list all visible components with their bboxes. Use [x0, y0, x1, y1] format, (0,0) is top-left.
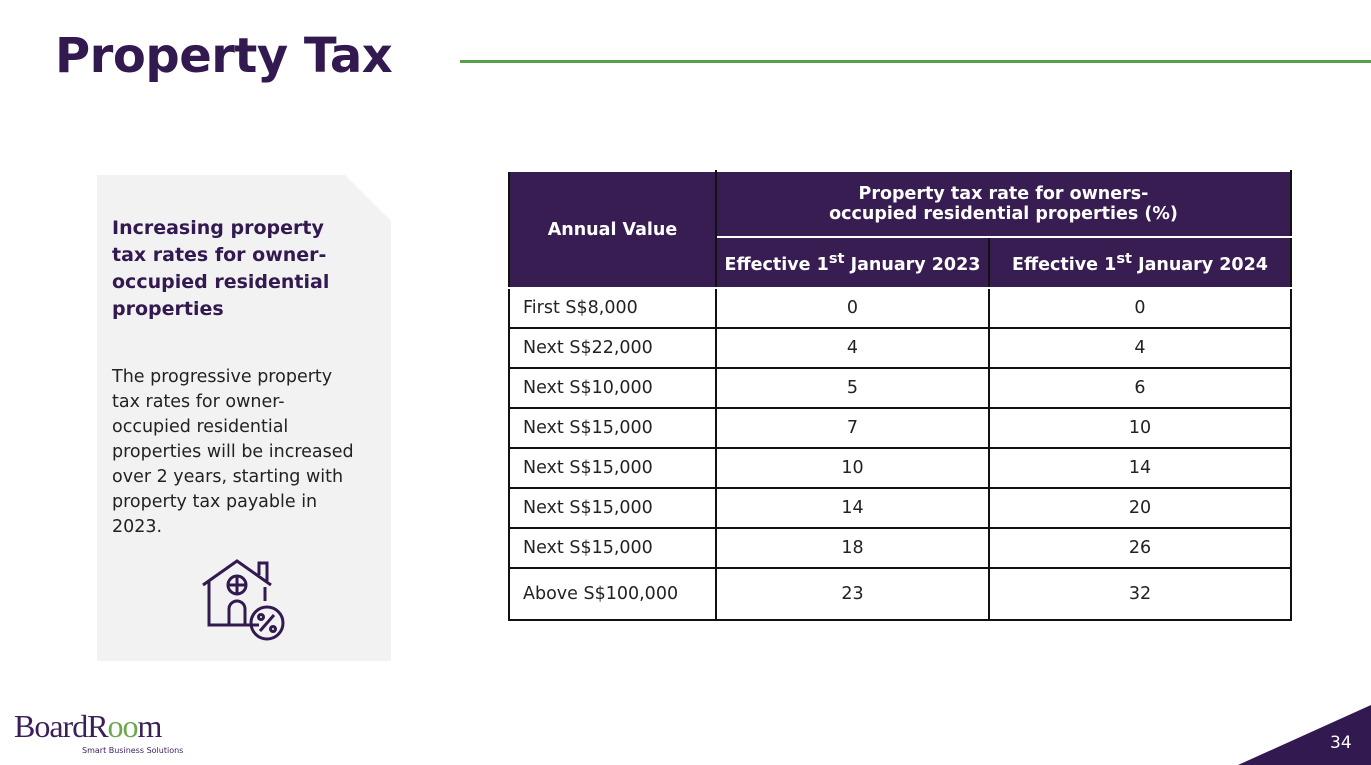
table-cell: Above S$100,000: [508, 567, 717, 621]
header-text: Effective 1: [724, 254, 829, 275]
table-row: Next S$15,000 10 14: [508, 447, 1292, 489]
header-sup: st: [828, 250, 845, 268]
table-cell: 5: [715, 367, 990, 409]
table-row: Above S$100,000 23 32: [508, 567, 1292, 621]
logo-text: m: [137, 708, 163, 744]
table-row: Next S$15,000 7 10: [508, 407, 1292, 449]
sidebar-body: The progressive property tax rates for o…: [112, 367, 354, 537]
header-text: January 2024: [1131, 254, 1268, 275]
sidebar: Increasing property tax rates for owner-…: [97, 175, 391, 661]
table-cell: Next S$15,000: [508, 407, 717, 449]
table-cell: 0: [715, 287, 990, 329]
table-cell: Next S$10,000: [508, 367, 717, 409]
table-row: First S$8,000 0 0: [508, 287, 1292, 329]
table-cell: 4: [988, 327, 1292, 369]
table-cell: 14: [715, 487, 990, 529]
logo-text: oo: [107, 708, 139, 744]
table-cell: First S$8,000: [508, 287, 717, 329]
table-cell: Next S$15,000: [508, 447, 717, 489]
table-cell: 20: [988, 487, 1292, 529]
divider: [460, 60, 1371, 63]
table-cell: 32: [988, 567, 1292, 621]
table-row: Next S$15,000 18 26: [508, 527, 1292, 569]
header-cell: Property tax rate for owners-occupied re…: [715, 170, 1292, 238]
table-cell: 0: [988, 287, 1292, 329]
tax-table: Annual Value Property tax rate for owner…: [508, 170, 1292, 621]
table-cell: 14: [988, 447, 1292, 489]
table-cell: Next S$22,000: [508, 327, 717, 369]
page-number: 34: [1330, 733, 1352, 753]
table-cell: 26: [988, 527, 1292, 569]
table-cell: 6: [988, 367, 1292, 409]
table-cell: 10: [988, 407, 1292, 449]
sidebar-heading: Increasing property tax rates for owner-…: [112, 217, 330, 320]
table-cell: 4: [715, 327, 990, 369]
table-cell: 7: [715, 407, 990, 449]
header-sup: st: [1116, 250, 1132, 268]
logo: BoardRoom: [14, 708, 163, 745]
table-row: Next S$10,000 5 6: [508, 367, 1292, 409]
table-cell: Next S$15,000: [508, 487, 717, 529]
header-cell: Annual Value: [508, 170, 717, 289]
header-text: Effective 1: [1012, 254, 1117, 275]
title: Property Tax: [55, 28, 393, 84]
header-text: January 2023: [844, 254, 981, 275]
table-row: Next S$22,000 4 4: [508, 327, 1292, 369]
table-cell: 18: [715, 527, 990, 569]
header-cell: Effective 1st January 2024: [988, 236, 1292, 289]
table-row: Next S$15,000 14 20: [508, 487, 1292, 529]
table-cell: 10: [715, 447, 990, 489]
table-cell: Next S$15,000: [508, 527, 717, 569]
house-icon: [202, 559, 285, 641]
logo-text: BoardR: [14, 708, 109, 744]
table-cell: 23: [715, 567, 990, 621]
header-cell: Effective 1st January 2023: [715, 236, 990, 289]
logo-tagline: Smart Business Solutions: [82, 746, 184, 755]
